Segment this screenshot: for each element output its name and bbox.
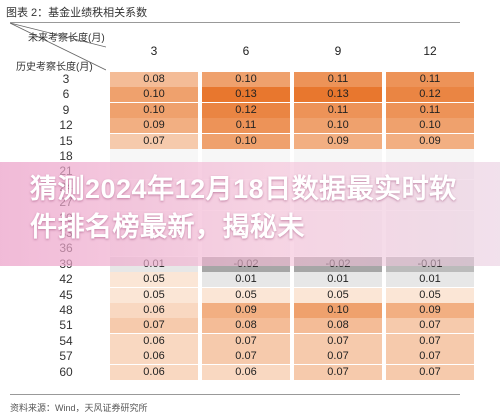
row-label-9: 9 (62, 102, 70, 117)
row-label-54: 54 (59, 333, 73, 348)
row-label-57: 57 (59, 349, 73, 364)
overlay-banner-text: 猜测2024年12月18日数据最实时软件排名榜最新，揭秘未 (30, 174, 457, 242)
heatmap-cell: 0.11 (294, 72, 382, 87)
column-header-3: 3 (150, 44, 158, 58)
heatmap-cell: 0.07 (294, 333, 382, 349)
heatmap-cell: 0.05 (110, 272, 198, 288)
heatmap-cell: 0.07 (386, 333, 474, 349)
row-label-51: 51 (59, 318, 73, 333)
heatmap-cell: 0.13 (294, 87, 382, 103)
heatmap-cell: 0.11 (386, 72, 474, 87)
row-label-6: 6 (62, 87, 70, 102)
row-label-15: 15 (59, 133, 73, 148)
row-label-12: 12 (59, 118, 73, 133)
heatmap-cell: 0.09 (202, 303, 290, 318)
heatmap-cell (294, 149, 382, 164)
heatmap-cell: 0.01 (386, 272, 474, 288)
heatmap-cell (202, 149, 290, 164)
heatmap-cell: 0.06 (110, 349, 198, 365)
row-label-60: 60 (59, 364, 73, 379)
heatmap-cell: 0.10 (202, 133, 290, 149)
bottom-rule (10, 394, 460, 395)
heatmap-cell: 0.10 (202, 72, 290, 87)
heatmap-cell: 0.10 (110, 102, 198, 118)
heatmap-cell: 0.12 (202, 102, 290, 118)
heatmap-cell: 0.11 (202, 118, 290, 134)
row-label-3: 3 (62, 72, 70, 86)
heatmap-cell: 0.06 (202, 364, 290, 380)
heatmap-cell: 0.09 (386, 133, 474, 149)
heatmap-cell: 0.10 (294, 303, 382, 318)
heatmap-cell: 0.07 (202, 333, 290, 349)
heatmap-cell: 0.13 (202, 87, 290, 103)
overlay-banner (0, 162, 500, 266)
heatmap-cell: 0.11 (386, 102, 474, 118)
heatmap-cell: 0.07 (110, 318, 198, 334)
row-label-18: 18 (59, 149, 73, 163)
heatmap-cell (386, 149, 474, 164)
row-label-42: 42 (59, 272, 73, 287)
row-label-45: 45 (59, 287, 73, 302)
heatmap-cell: 0.10 (294, 118, 382, 134)
heatmap-cell (110, 149, 198, 164)
heatmap-cell: 0.07 (202, 349, 290, 365)
heatmap-cell: 0.06 (110, 333, 198, 349)
column-header-9: 9 (334, 44, 342, 58)
heatmap-cell: 0.09 (386, 303, 474, 318)
top-rule (10, 22, 460, 23)
header-diagonal-lines (10, 23, 106, 71)
heatmap-cell: 0.07 (386, 364, 474, 380)
heatmap-cell: 0.07 (386, 318, 474, 334)
heatmap-cell: 0.09 (110, 118, 198, 134)
heatmap-cell: 0.06 (110, 364, 198, 380)
heatmap-cell: 0.06 (110, 303, 198, 318)
heatmap-cell: 0.11 (294, 102, 382, 118)
heatmap-cell: 0.05 (202, 287, 290, 303)
column-header-6: 6 (242, 44, 250, 58)
heatmap-cell: 0.07 (294, 364, 382, 380)
heatmap-cell: 0.01 (294, 272, 382, 288)
heatmap-cell: 0.01 (202, 272, 290, 288)
heatmap-cell: 0.07 (386, 349, 474, 365)
heatmap-cell: 0.05 (294, 287, 382, 303)
heatmap-cell: 0.07 (110, 133, 198, 149)
heatmap-cell: 0.10 (386, 118, 474, 134)
heatmap-cell: 0.08 (202, 318, 290, 334)
column-header-12: 12 (423, 44, 437, 58)
heatmap-cell: 0.12 (386, 87, 474, 103)
heatmap-cell: 0.08 (110, 72, 198, 87)
heatmap-cell: 0.05 (386, 287, 474, 303)
heatmap-cell: 0.08 (294, 318, 382, 334)
heatmap-cell: 0.09 (294, 133, 382, 149)
future-length-label: 未来考察长度(月) (28, 33, 105, 44)
row-label-48: 48 (59, 303, 73, 317)
history-length-label: 历史考察长度(月) (16, 62, 93, 73)
source-note: 资料来源：Wind，天风证券研究所 (10, 403, 148, 413)
heatmap-cell: 0.05 (110, 287, 198, 303)
chart-title: 图表 2：基金业绩秩相关系数 (6, 7, 148, 19)
heatmap-cell: 0.10 (110, 87, 198, 103)
heatmap-cell: 0.07 (294, 349, 382, 365)
